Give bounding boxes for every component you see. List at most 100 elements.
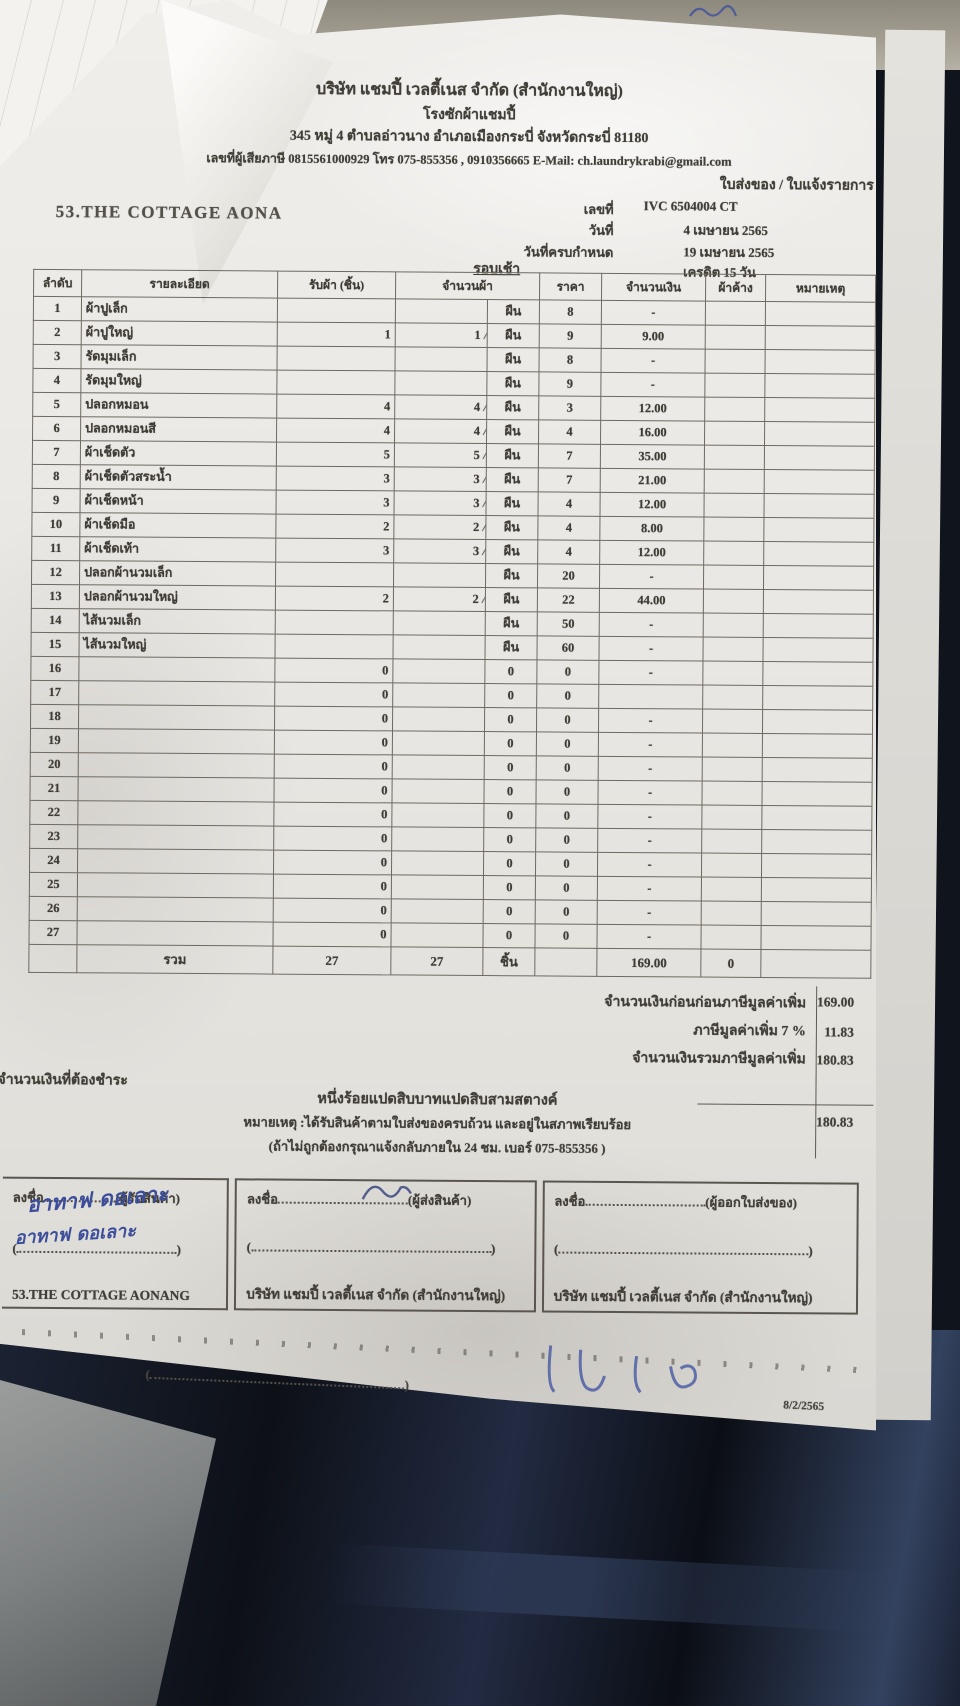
cell-received: 0 — [273, 898, 392, 923]
cell-price: 50 — [537, 611, 600, 637]
cell-description: ปลอกหมอนสี — [80, 416, 277, 443]
cell-remark — [764, 373, 875, 399]
cell-received: 0 — [274, 658, 393, 683]
cell-description: ผ้าเช็ดตัวสระน้ำ — [80, 464, 277, 491]
issuer-name-line: () — [553, 1239, 813, 1258]
invoice-paper — [0, 0, 876, 1431]
cell-price: 8 — [539, 347, 602, 373]
cell-quantity: 2 ∕ — [393, 514, 486, 540]
checkmark-slash: ∕ — [485, 396, 487, 415]
cell-received: 0 — [273, 802, 392, 827]
cell-index: 19 — [30, 728, 79, 753]
cell-unit: ผืน — [485, 539, 538, 564]
cell-quantity — [393, 562, 486, 588]
cell-index: 6 — [32, 416, 81, 441]
cell-price: 4 — [538, 419, 601, 445]
cell-unit: 0 — [482, 923, 536, 948]
issuer-org: บริษัท แชมปี้ เวลตี้เนส จำกัด (สำนักงานใ… — [553, 1288, 813, 1306]
col-amount: จำนวนเงิน — [601, 273, 706, 302]
cell-index: 3 — [33, 344, 82, 369]
cell-description — [78, 680, 275, 707]
cell-quantity — [392, 682, 485, 708]
total-remark — [760, 949, 871, 979]
cell-index: 9 — [32, 488, 81, 513]
cell-quantity: 4 ∕ — [394, 394, 487, 420]
sign-label: ลงชื่อ — [554, 1193, 586, 1209]
cell-quantity — [391, 826, 484, 852]
cell-index: 7 — [32, 440, 81, 465]
col-index: ลำดับ — [33, 269, 82, 297]
cell-description: ผ้าเช็ดหน้า — [80, 488, 277, 515]
cell-received: 2 — [275, 514, 394, 539]
cell-index: 12 — [31, 560, 80, 585]
grand-total-label: จำนวนเงินรวมภาษีมูลค่าเพิ่ม — [632, 1051, 806, 1068]
cell-description — [77, 776, 275, 803]
cell-received: 4 — [276, 418, 395, 443]
cell-balance — [703, 541, 764, 566]
sender-signature-scribble — [361, 1185, 413, 1200]
cell-received: 4 — [276, 394, 395, 419]
cell-remark — [764, 421, 875, 447]
cell-balance — [702, 709, 763, 734]
cell-description — [78, 656, 275, 683]
cell-balance — [701, 781, 763, 806]
cell-remark — [762, 757, 873, 783]
cell-description — [77, 800, 274, 827]
cell-quantity — [392, 658, 485, 684]
cell-index: 2 — [33, 320, 82, 345]
cell-received — [275, 610, 394, 635]
cell-unit: ผืน — [485, 515, 538, 540]
cell-quantity: 3 ∕ — [393, 538, 486, 564]
total-label: รวม — [76, 944, 273, 975]
cell-index: 18 — [30, 704, 79, 729]
cell-amount: - — [598, 732, 703, 758]
doc-number-value: IVC 6504004 CT — [643, 198, 738, 214]
cell-received: 0 — [273, 850, 392, 875]
cell-index: 21 — [29, 776, 79, 801]
cell-quantity — [391, 802, 484, 828]
remark-note-1: หมายเหตุ :ได้รับสินค้าตามใบส่งของครบถ้วน… — [243, 1114, 632, 1133]
cell-price: 7 — [538, 443, 601, 469]
cell-description — [77, 896, 274, 923]
cell-balance — [701, 853, 762, 878]
cell-amount: - — [598, 660, 703, 686]
cell-balance — [702, 637, 764, 662]
cell-amount: 44.00 — [599, 588, 704, 614]
cell-remark — [763, 493, 875, 519]
due-date-label: วันที่ครบกำหนด — [523, 244, 614, 260]
cell-quantity: 4 ∕ — [394, 418, 487, 444]
total-blank — [28, 944, 77, 973]
cell-balance — [702, 757, 763, 782]
cell-balance — [702, 685, 763, 710]
cell-remark — [763, 589, 874, 615]
cell-index: 8 — [32, 464, 81, 489]
cell-amount: - — [597, 900, 702, 926]
cell-price: 4 — [537, 515, 600, 541]
cell-price: 0 — [535, 803, 598, 829]
items-table: ลำดับ รายละเอียด รับผ้า (ชิ้น) จำนวนผ้า … — [28, 269, 876, 979]
cell-unit: 0 — [484, 659, 537, 684]
cell-description — [77, 824, 274, 851]
cell-description: ปลอกผ้านวมเล็ก — [79, 560, 276, 587]
cell-received — [277, 298, 396, 323]
cell-received — [275, 562, 394, 587]
doc-date-value: 4 เมษายน 2565 — [683, 222, 768, 238]
cell-remark — [762, 637, 874, 663]
cell-price: 0 — [536, 683, 599, 709]
cell-received: 0 — [274, 706, 393, 731]
cell-remark — [761, 781, 873, 807]
invoice-content: บริษัท แชมปี้ เวลตี้เนส จำกัด (สำนักงานใ… — [0, 81, 876, 1413]
cell-amount: 12.00 — [600, 396, 705, 422]
sender-signature-box: ลงชื่อ (ผู้ส่งสินค้า) () บริษัท แชมปี้ เว… — [234, 1178, 537, 1313]
cell-description: ปลอกหมอน — [80, 392, 277, 419]
cell-price: 0 — [535, 827, 598, 853]
table-total-row: รวม 27 27 ชิ้น 169.00 0 — [28, 944, 871, 979]
cell-balance — [703, 493, 765, 518]
customer-name: 53.THE COTTAGE AONA — [55, 202, 283, 223]
cell-unit: 0 — [483, 779, 537, 804]
bottom-dots — [149, 1364, 406, 1390]
cell-balance — [705, 325, 766, 350]
cell-remark — [761, 877, 872, 903]
cell-quantity — [395, 298, 488, 324]
cell-description: รัดมุมใหญ่ — [80, 368, 278, 395]
